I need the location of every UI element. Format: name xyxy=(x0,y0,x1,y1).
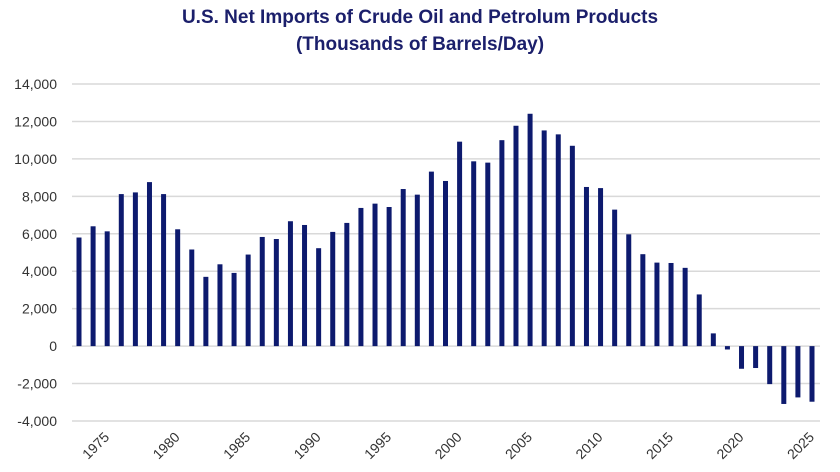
y-tick-label: 6,000 xyxy=(22,226,57,242)
y-tick-label: 2,000 xyxy=(22,301,57,317)
x-tick-label: 2010 xyxy=(572,429,605,462)
bar-2003 xyxy=(499,140,505,347)
x-tick-label: 1995 xyxy=(361,429,394,462)
bar-1984 xyxy=(231,272,237,347)
bar-2022 xyxy=(767,346,773,385)
bar-1983 xyxy=(217,264,223,347)
bar-2002 xyxy=(485,162,491,347)
bar-2006 xyxy=(541,130,547,347)
bar-1986 xyxy=(259,236,265,347)
x-tick-label: 2020 xyxy=(713,429,746,462)
bar-1996 xyxy=(400,189,406,347)
y-tick-label: 4,000 xyxy=(22,263,57,279)
bar-1990 xyxy=(316,248,322,347)
y-tick-label: -2,000 xyxy=(17,376,57,392)
bar-1979 xyxy=(161,194,167,347)
bar-1995 xyxy=(386,207,392,347)
x-tick-label: 1985 xyxy=(220,429,253,462)
bar-1992 xyxy=(344,222,350,347)
x-tick-label: 2005 xyxy=(502,429,535,462)
bar-1985 xyxy=(245,254,251,347)
y-tick-label: 10,000 xyxy=(14,151,57,167)
bar-2005 xyxy=(527,113,533,347)
bar-1998 xyxy=(428,171,434,347)
bar-2008 xyxy=(569,145,575,347)
bar-2012 xyxy=(626,234,632,347)
y-tick-label: 12,000 xyxy=(14,113,57,129)
bar-1987 xyxy=(273,239,279,347)
bar-1982 xyxy=(203,276,209,347)
bar-2019 xyxy=(724,346,730,350)
x-tick-label: 2000 xyxy=(431,429,464,462)
bar-2011 xyxy=(612,209,618,347)
x-tick-label: 1980 xyxy=(149,429,182,462)
bar-1999 xyxy=(443,180,448,347)
bar-2000 xyxy=(457,141,463,347)
bar-1989 xyxy=(302,224,308,347)
bar-2001 xyxy=(471,161,477,347)
bar-2004 xyxy=(513,125,519,347)
bar-2016 xyxy=(682,267,688,347)
bar-2023 xyxy=(781,346,787,404)
bar-1978 xyxy=(146,182,152,347)
bar-1994 xyxy=(372,203,378,347)
y-tick-label: -4,000 xyxy=(17,413,57,429)
bar-1974 xyxy=(90,226,96,347)
bar-1991 xyxy=(330,231,336,347)
bar-2013 xyxy=(640,254,646,347)
y-tick-label: 8,000 xyxy=(22,188,57,204)
x-tick-label: 2015 xyxy=(643,429,676,462)
bar-2017 xyxy=(696,294,702,347)
chart-subtitle: (Thousands of Barrels/Day) xyxy=(295,34,545,55)
bar-2015 xyxy=(668,262,674,347)
bar-1973 xyxy=(76,237,82,347)
bar-2020 xyxy=(739,346,745,369)
x-tick-label: 1990 xyxy=(290,429,323,462)
bar-1988 xyxy=(287,221,293,347)
bar-2009 xyxy=(583,186,589,347)
bar-2010 xyxy=(598,188,604,347)
bar-1981 xyxy=(189,249,195,347)
bar-1993 xyxy=(358,207,364,347)
y-tick-label: 0 xyxy=(49,338,57,354)
bar-2018 xyxy=(710,333,716,347)
bar-2024 xyxy=(795,346,801,398)
bar-2025 xyxy=(809,346,815,402)
x-tick-label: 1975 xyxy=(79,429,112,462)
bar-2014 xyxy=(654,262,660,347)
bar-1977 xyxy=(132,192,138,347)
bar-1980 xyxy=(175,229,181,347)
y-tick-label: 14,000 xyxy=(14,76,57,92)
chart-title: U.S. Net Imports of Crude Oil and Petrol… xyxy=(181,7,659,28)
bar-1976 xyxy=(118,194,124,347)
bar-2007 xyxy=(555,134,561,347)
bar-1997 xyxy=(414,194,420,347)
bar-2021 xyxy=(753,346,759,369)
x-tick-label: 2025 xyxy=(784,429,817,462)
bar-1975 xyxy=(104,231,110,347)
